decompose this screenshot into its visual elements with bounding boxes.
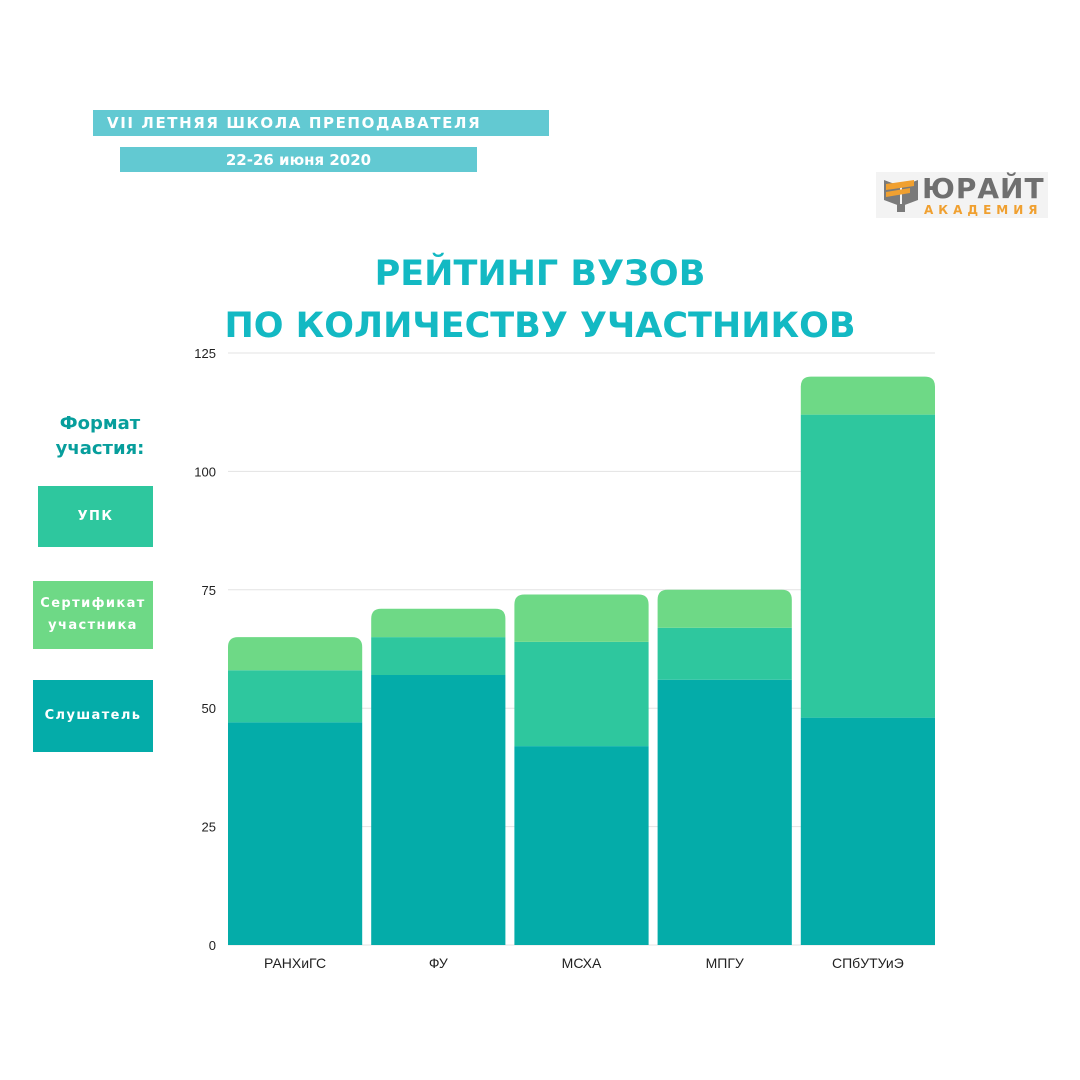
yurait-logo: ЮРАЙТ АКАДЕМИЯ [876,172,1048,218]
bar-segment [371,637,506,676]
x-tick-label: МСХА [562,955,602,971]
event-title-text: VII ЛЕТНЯЯ ШКОЛА ПРЕПОДАВАТЕЛЯ [107,114,482,132]
legend-title: Формат участия: [55,413,145,459]
legend-label-certificate: Сертификат участника [40,596,146,633]
legend-item-certificate: Сертификат участника [33,581,153,649]
bar-segment [514,641,649,747]
x-tick-label: РАНХиГС [264,955,326,971]
bar-segment [800,414,935,718]
bar-segment [657,627,792,680]
x-tick-label: ФУ [429,955,448,971]
event-dates-text: 22-26 июня 2020 [225,150,372,169]
x-tick-label: СПбУТУиЭ [832,955,904,971]
bar-segment [514,594,649,642]
bar-segment [514,746,649,945]
bar-segment [800,717,935,945]
y-tick-label: 100 [194,464,216,479]
bar-segment [228,670,363,723]
bar-segment [657,679,792,945]
y-tick-label: 50 [202,701,216,716]
y-tick-label: 0 [209,938,216,953]
event-dates-banner: 22-26 июня 2020 [120,147,477,172]
logo-subtitle: АКАДЕМИЯ [924,203,1043,217]
event-title-banner: VII ЛЕТНЯЯ ШКОЛА ПРЕПОДАВАТЕЛЯ [93,110,549,136]
y-tick-label: 75 [202,583,216,598]
chart-title: РЕЙТИНГ ВУЗОВ ПО КОЛИЧЕСТВУ УЧАСТНИКОВ [0,248,1080,352]
legend-item-listener: Слушатель [33,680,153,752]
bar-segment [371,608,506,638]
x-tick-label: МПГУ [706,955,744,971]
legend-label-upk: УПК [77,508,114,524]
legend-item-upk: УПК [38,486,153,547]
legend-label-listener: Слушатель [44,708,142,723]
bar-segment [800,376,935,415]
bar-segment [228,637,363,671]
y-tick-label: 25 [202,820,216,835]
chart-title-line2: ПО КОЛИЧЕСТВУ УЧАСТНИКОВ [224,306,856,346]
bar-segment [657,589,792,628]
bar-segment [228,722,363,945]
chart-title-line1: РЕЙТИНГ ВУЗОВ [374,254,706,294]
book-icon [884,180,918,212]
bar-segment [371,675,506,945]
y-tick-label: 125 [194,346,216,361]
logo-name: ЮРАЙТ [922,172,1045,205]
